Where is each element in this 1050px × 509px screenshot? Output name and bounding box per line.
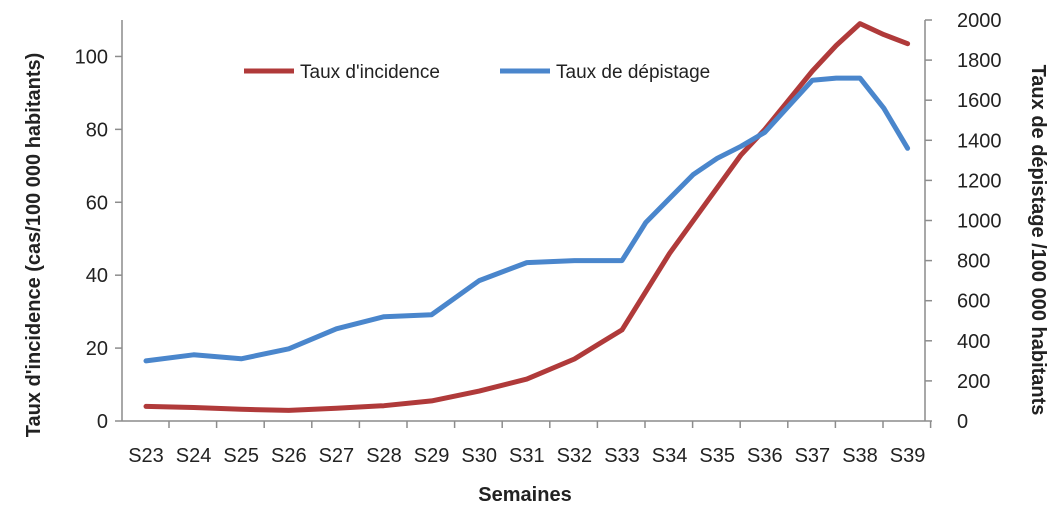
right-tick-label: 400	[957, 331, 990, 353]
x-tick-label: S34	[652, 445, 688, 467]
x-tick-label: S38	[842, 445, 878, 467]
x-tick-label: S24	[176, 445, 212, 467]
right-tick-label: 200	[957, 371, 990, 393]
x-axis-ticks: S23 S24 S25 S26 S27 S28 S29 S30 S31 S32 S33 S34 S35 S…	[128, 421, 932, 467]
left-tick-label: 80	[86, 119, 108, 141]
x-tick-label: S25	[223, 445, 259, 467]
right-tick-label: 800	[957, 251, 990, 273]
left-axis-title: Taux d'incidence (cas/100 000 habitants)	[23, 53, 45, 438]
x-tick-label: S30	[461, 445, 497, 467]
right-tick-label: 0	[957, 411, 968, 433]
x-tick-label: S26	[271, 445, 307, 467]
x-tick-label: S28	[366, 445, 402, 467]
x-tick-label: S29	[414, 445, 450, 467]
legend-label-incidence: Taux d'incidence	[300, 62, 440, 83]
left-tick-label: 20	[86, 338, 108, 360]
right-axis-title: Taux de dépistage /100 000 habitants	[1027, 65, 1049, 416]
right-tick-label: 600	[957, 291, 990, 313]
legend-label-screening: Taux de dépistage	[556, 62, 710, 83]
series-group	[143, 21, 911, 413]
x-tick-label: S23	[128, 445, 164, 467]
x-tick-label: S32	[557, 445, 593, 467]
x-tick-label: S33	[604, 445, 640, 467]
right-tick-label: 1800	[957, 50, 1002, 72]
x-tick-label: S37	[795, 445, 831, 467]
legend: Taux d'incidence Taux de dépistage	[244, 62, 710, 83]
left-tick-label: 0	[97, 411, 108, 433]
series-line-screening	[143, 75, 911, 364]
left-axis-ticks: 0 20 40 60 80 100	[75, 46, 122, 433]
x-tick-label: S39	[890, 445, 926, 467]
x-tick-label: S35	[699, 445, 735, 467]
left-tick-label: 100	[75, 46, 108, 68]
x-tick-label: S27	[319, 445, 355, 467]
right-tick-label: 1600	[957, 90, 1002, 112]
right-axis-ticks: 0 200 400 600 800 1000 1200 1400 1600 1800 2000	[925, 10, 1002, 433]
x-tick-label: S36	[747, 445, 783, 467]
series-line-incidence	[143, 21, 911, 413]
right-tick-label: 2000	[957, 10, 1002, 32]
left-tick-label: 60	[86, 192, 108, 214]
right-tick-label: 1000	[957, 211, 1002, 233]
right-tick-label: 1200	[957, 170, 1002, 192]
x-tick-label: S31	[509, 445, 545, 467]
right-tick-label: 1400	[957, 130, 1002, 152]
x-axis-title: Semaines	[478, 484, 571, 506]
left-tick-label: 40	[86, 265, 108, 287]
